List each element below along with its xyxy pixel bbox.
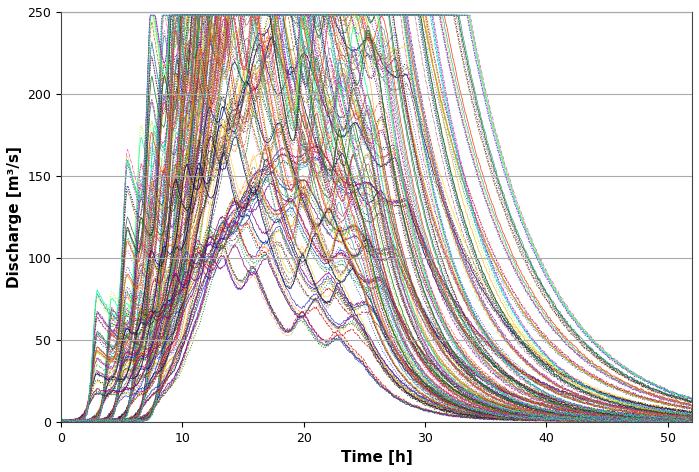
Y-axis label: Discharge [m³/s]: Discharge [m³/s] [7,146,22,288]
X-axis label: Time [h]: Time [h] [340,450,412,465]
